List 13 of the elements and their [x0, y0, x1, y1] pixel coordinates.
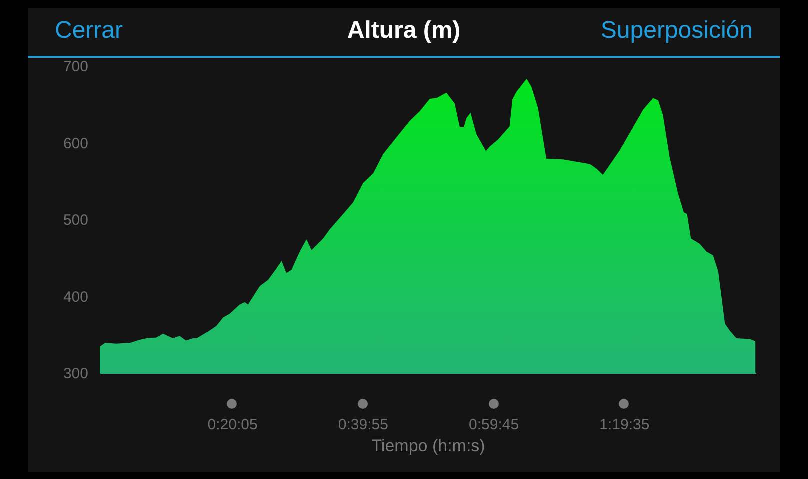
x-tick-label: 1:19:35	[600, 416, 650, 434]
chart-title: Altura (m)	[347, 17, 461, 45]
y-tick-label: 700	[63, 58, 88, 76]
y-tick-label: 400	[63, 288, 88, 306]
x-tick-label: 0:20:05	[208, 416, 258, 434]
x-tick-label: 0:59:45	[469, 416, 520, 434]
x-axis-title: Tiempo (h:m:s)	[372, 436, 486, 456]
y-tick-label: 600	[63, 135, 88, 152]
y-tick-label: 500	[63, 212, 88, 229]
overlay-button[interactable]: Superposición	[600, 17, 753, 45]
x-tick-label: 0:39:55	[338, 416, 388, 434]
close-button[interactable]: Cerrar	[55, 17, 124, 45]
y-tick-label: 300	[63, 366, 88, 382]
